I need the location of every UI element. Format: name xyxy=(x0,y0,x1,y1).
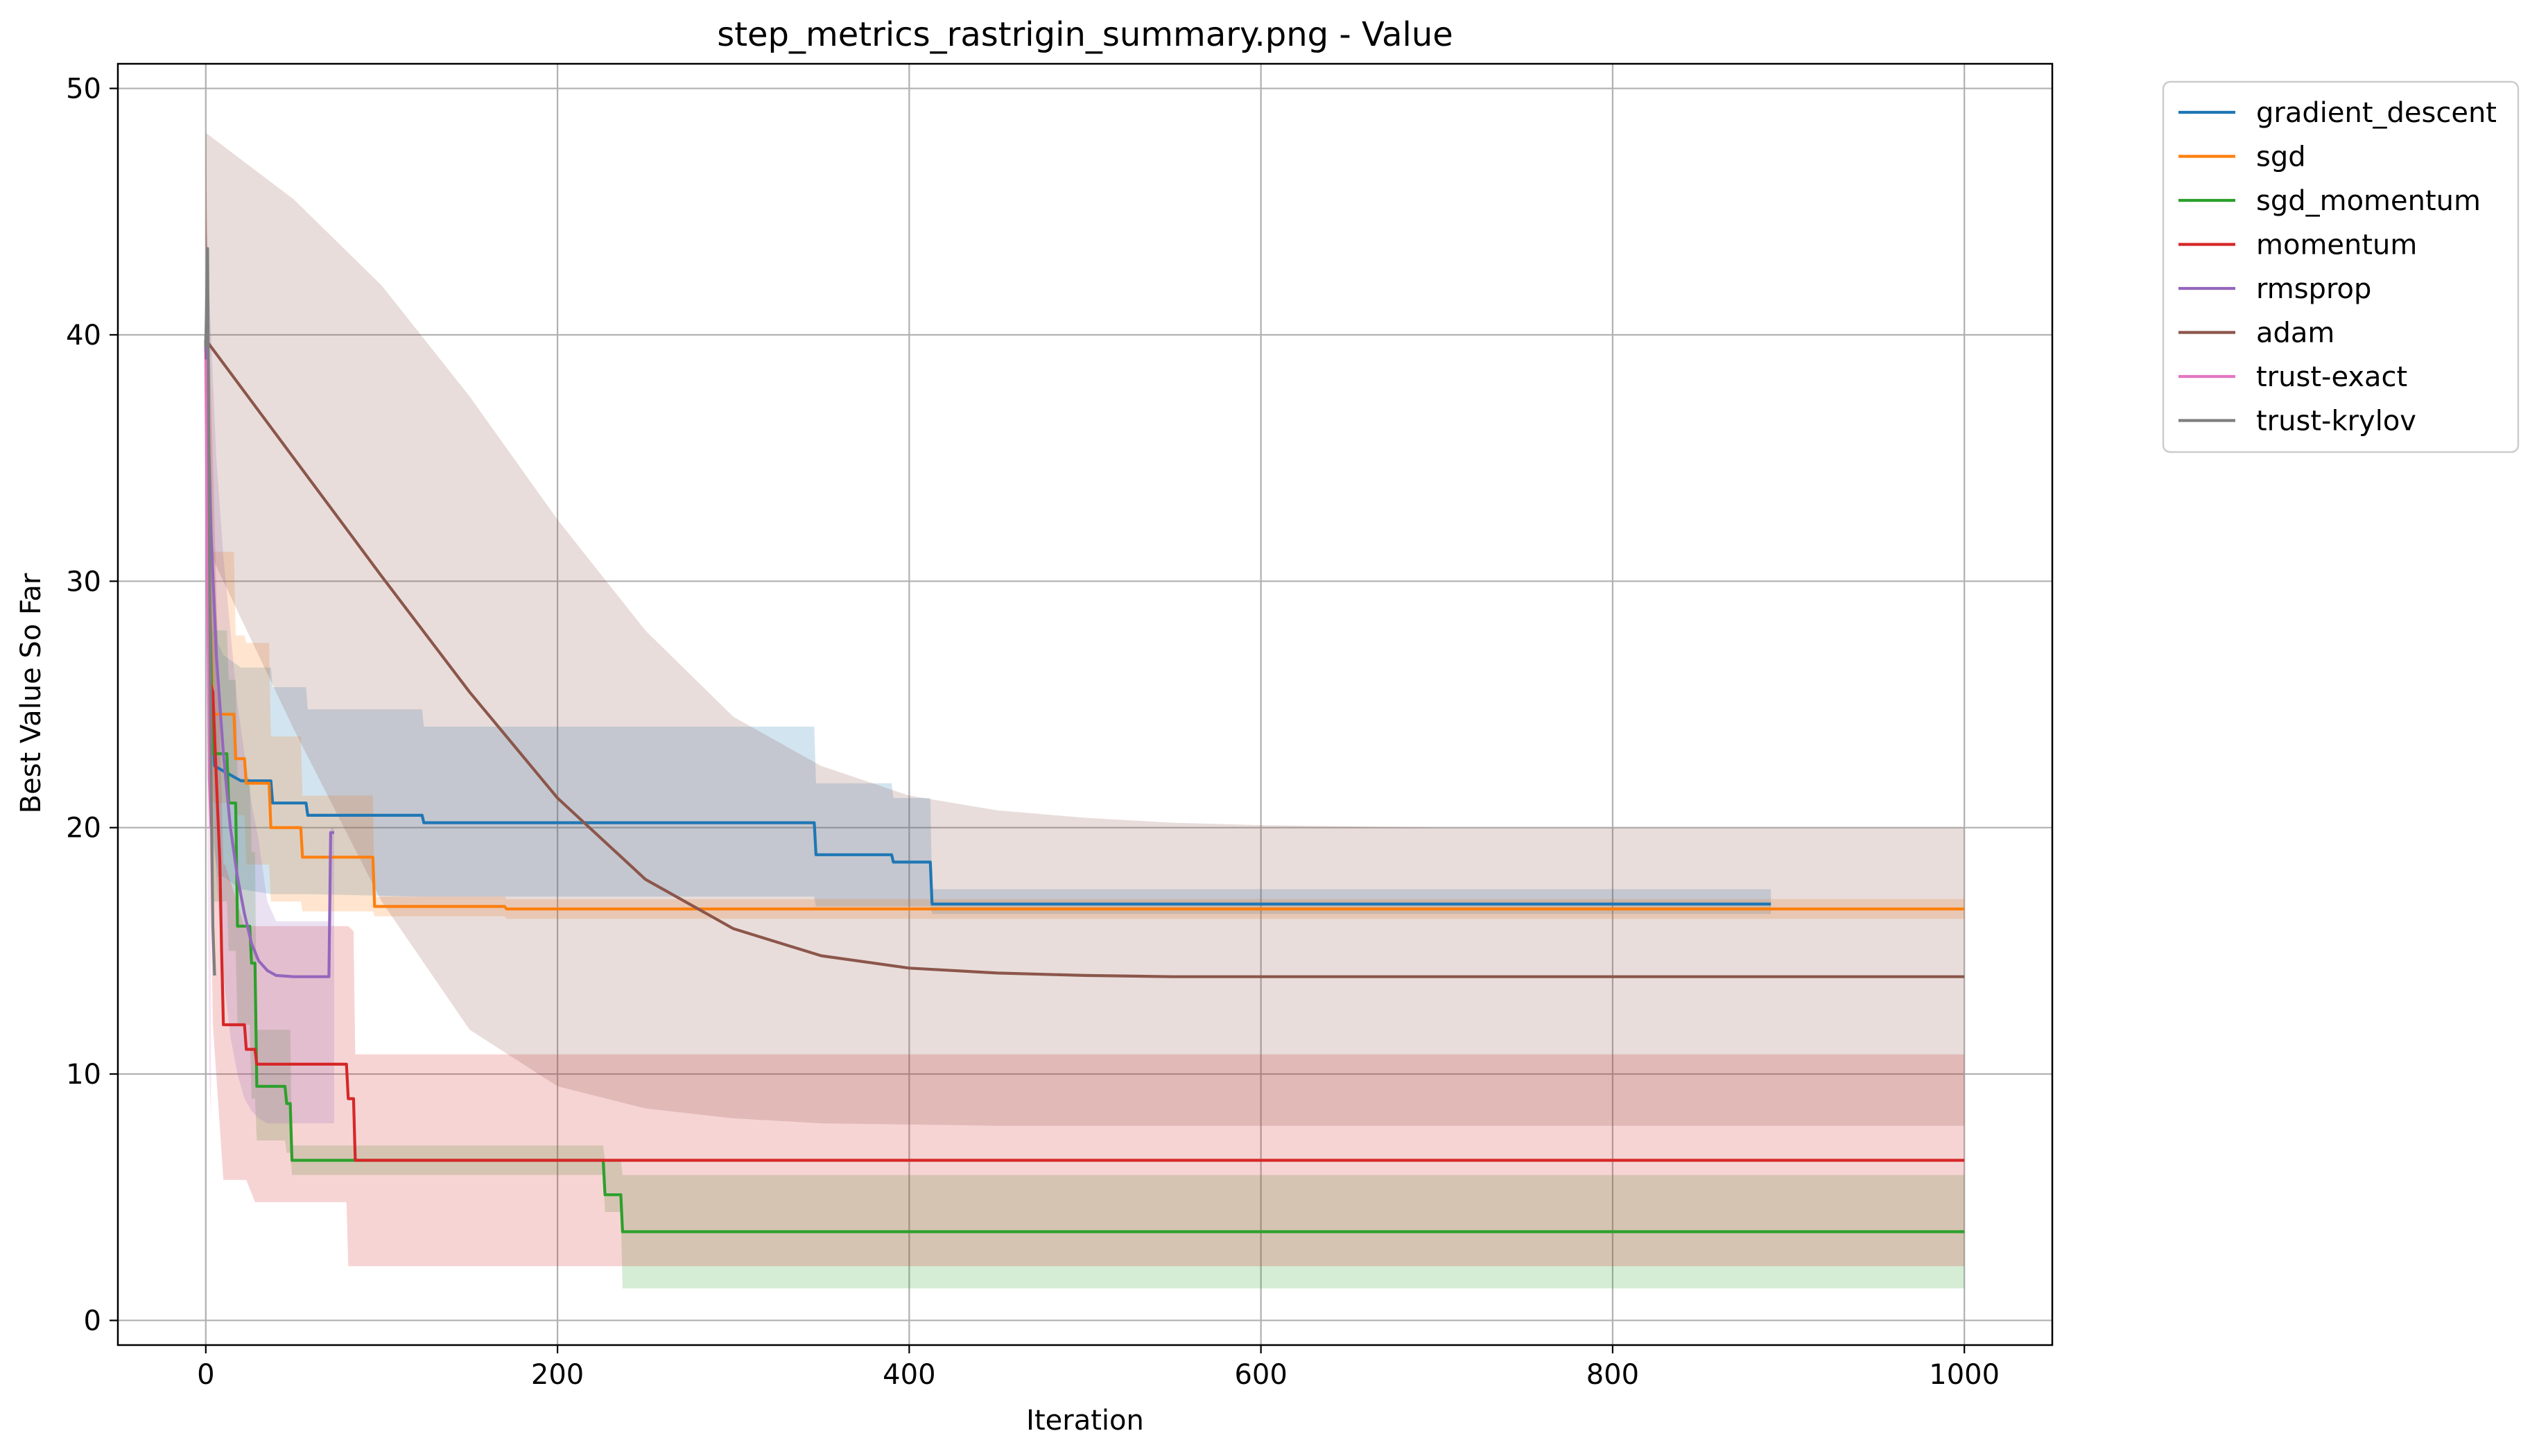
x-tick-label: 400 xyxy=(883,1359,935,1391)
x-tick-label: 1000 xyxy=(1929,1359,2000,1391)
band-gradient_descent xyxy=(205,137,1771,915)
series-layer xyxy=(204,132,1965,1289)
y-tick-label: 10 xyxy=(66,1059,101,1091)
series-line-momentum xyxy=(204,339,1965,1162)
legend-label-rmsprop: rmsprop xyxy=(2256,273,2371,305)
y-axis-label: Best Value So Far xyxy=(15,573,47,813)
y-tick-label: 0 xyxy=(84,1305,101,1337)
legend-label-adam: adam xyxy=(2256,318,2334,349)
legend-label-gradient_descent: gradient_descent xyxy=(2256,97,2497,129)
series-line-sgd xyxy=(204,339,1965,911)
x-axis-label: Iteration xyxy=(1026,1405,1144,1437)
y-tick-label: 30 xyxy=(66,566,101,598)
y-tick-label: 40 xyxy=(66,320,101,352)
legend-label-momentum: momentum xyxy=(2256,229,2417,261)
x-tick-label: 800 xyxy=(1586,1359,1639,1391)
legend-label-trust-krylov: trust-krylov xyxy=(2256,406,2416,437)
legend-label-trust-exact: trust-exact xyxy=(2256,361,2407,393)
x-tick-label: 200 xyxy=(531,1359,584,1391)
series-line-trust-krylov xyxy=(204,247,216,976)
axes-frame xyxy=(116,62,2054,1346)
y-tick-label: 20 xyxy=(66,813,101,844)
band-sgd_momentum xyxy=(205,211,1965,1289)
series-line-rmsprop xyxy=(204,334,334,978)
legend-label-sgd: sgd xyxy=(2256,141,2306,173)
legend-label-sgd_momentum: sgd_momentum xyxy=(2256,185,2481,217)
x-tick-label: 600 xyxy=(1234,1359,1287,1391)
series-line-adam xyxy=(205,338,1965,978)
plot-area: 0 200 400 600 800 1000 0 10 20 30 40 50 xyxy=(66,62,2054,1391)
chart-title: step_metrics_rastrigin_summary.png - Val… xyxy=(717,15,1453,54)
legend-box xyxy=(2162,80,2520,453)
y-tick-label: 50 xyxy=(66,73,101,105)
x-tick-label: 0 xyxy=(197,1359,214,1391)
series-line-sgd_momentum xyxy=(204,339,1965,1233)
series-line-gradient_descent xyxy=(204,339,1771,905)
